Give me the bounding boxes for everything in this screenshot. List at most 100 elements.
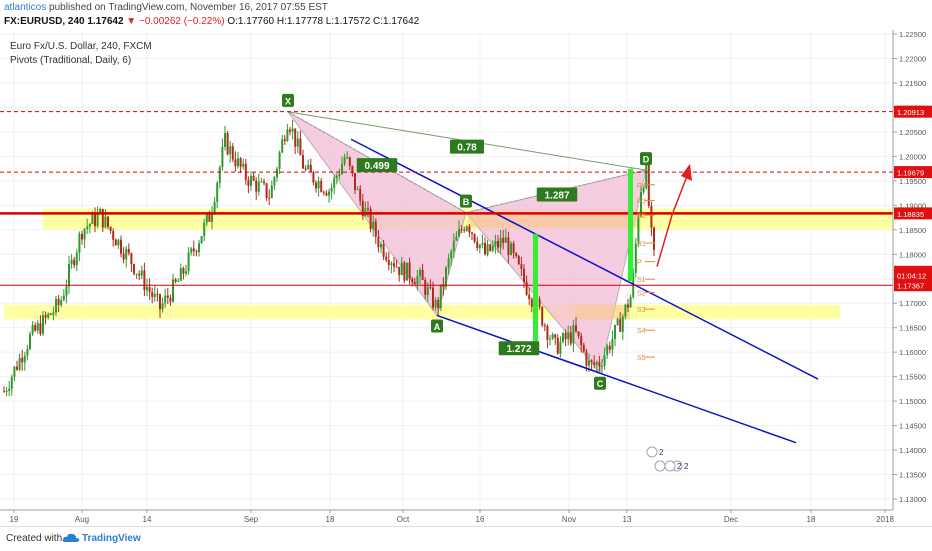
- price-tick-label: 1.18000: [899, 250, 926, 259]
- candle-body: [221, 146, 224, 168]
- indicator-legend: Pivots (Traditional, Daily, 6): [10, 55, 132, 66]
- candle-body: [159, 294, 161, 310]
- candle-body: [606, 345, 609, 356]
- candle-body: [250, 175, 252, 186]
- candle-body: [304, 168, 307, 170]
- candle-body: [291, 128, 294, 132]
- candle-body: [413, 282, 416, 285]
- candle-body: [172, 279, 174, 302]
- candle-body: [260, 181, 263, 183]
- candle-body: [328, 191, 330, 196]
- candle-body: [88, 224, 91, 227]
- candle-body: [26, 348, 29, 356]
- candle-body: [637, 216, 640, 244]
- price-tick-label: 1.15500: [899, 373, 926, 382]
- pivot-label: S1: [637, 277, 646, 284]
- candle-body: [330, 187, 333, 192]
- candle-body: [70, 259, 73, 265]
- candle-body: [44, 315, 47, 318]
- candle-body: [10, 376, 13, 389]
- candle-body: [286, 129, 289, 141]
- candle-body: [192, 248, 195, 252]
- candle-body: [523, 268, 525, 282]
- footer-bar: Created with TradingView: [0, 526, 932, 551]
- candle-body: [237, 158, 239, 167]
- candle-body: [49, 313, 52, 315]
- pattern-point-bg: [460, 194, 472, 208]
- candle-body: [47, 313, 50, 318]
- candle-body: [416, 276, 419, 285]
- candle-body: [239, 158, 242, 167]
- candle-body: [8, 388, 11, 391]
- pattern-point-bg: [282, 93, 294, 107]
- event-icon[interactable]: [664, 460, 676, 472]
- event-count: 2: [677, 462, 682, 471]
- tradingview-brand[interactable]: TradingView: [82, 533, 141, 544]
- candle-body: [263, 181, 265, 184]
- candle-body: [211, 212, 213, 222]
- candle-body: [653, 227, 655, 250]
- candle-body: [380, 243, 382, 248]
- channel-upper-line: [350, 138, 819, 380]
- candle-body: [346, 157, 349, 159]
- candle-body: [289, 129, 291, 132]
- candle-body: [507, 237, 510, 255]
- pattern-point-label: X: [285, 96, 291, 106]
- publish-text: published on TradingView.com, November 1…: [49, 2, 328, 13]
- candle-body: [302, 155, 304, 169]
- candle-body: [91, 213, 94, 225]
- candle-body: [577, 331, 580, 336]
- candle-body: [320, 181, 323, 192]
- ticker-line: FX:EURUSD, 240 1.17642 ▼ −0.00262 (−0.22…: [4, 16, 419, 27]
- event-icon[interactable]: [654, 460, 666, 472]
- price-tick-label: 1.15000: [899, 397, 926, 406]
- candle-body: [213, 201, 216, 213]
- candle-body: [200, 236, 203, 244]
- candle-body: [247, 179, 250, 186]
- pattern-point-bg: [431, 319, 443, 333]
- candle-body: [429, 287, 432, 289]
- pattern-point-label: A: [434, 322, 441, 332]
- candle-body: [234, 159, 237, 167]
- candle-body: [393, 263, 395, 267]
- candle-body: [335, 175, 338, 178]
- candle-body: [161, 303, 164, 310]
- pattern-point-label: B: [463, 197, 470, 207]
- candle-body: [582, 345, 585, 352]
- price-label-bg: [894, 207, 932, 220]
- candle-body: [377, 236, 380, 248]
- pivot-label: S5: [637, 355, 646, 362]
- time-tick-label: 13: [623, 515, 632, 524]
- projection-arrow-head: [681, 163, 692, 181]
- candle-body: [309, 164, 312, 173]
- candle-body: [616, 319, 619, 325]
- time-tick-label: 2018: [876, 515, 894, 524]
- author-link[interactable]: atlanticos: [4, 2, 47, 13]
- candle-body: [463, 229, 466, 231]
- candle-body: [421, 269, 424, 280]
- candle-body: [135, 273, 138, 275]
- candle-body: [541, 307, 544, 326]
- candle-body: [478, 244, 481, 249]
- candle-body: [333, 177, 336, 188]
- last-price: 1.17642: [87, 16, 124, 27]
- ratio-label: 1.287: [544, 191, 569, 202]
- event-icon[interactable]: [646, 446, 658, 458]
- candle-body: [307, 164, 310, 169]
- candle-body: [120, 239, 122, 254]
- candle-body: [169, 297, 172, 302]
- header-bar: atlanticos published on TradingView.com,…: [0, 0, 932, 30]
- price-tick-label: 1.14000: [899, 446, 926, 455]
- price-tick-label: 1.21500: [899, 79, 926, 88]
- candle-body: [580, 335, 583, 346]
- candle-body: [52, 312, 55, 315]
- candle-body: [447, 258, 450, 268]
- price-tick-label: 1.20500: [899, 128, 926, 137]
- candle-body: [55, 298, 57, 313]
- price-chart[interactable]: R4 R3 R2 R1 P S1 S2 S3 S4 S5 0.78 0.499 1.287 1.272 X A…: [0, 30, 932, 526]
- candle-body: [34, 324, 37, 331]
- projection-bar-1: [533, 233, 538, 353]
- price-tick-label: 1.14500: [899, 422, 926, 431]
- time-tick-label: Oct: [397, 515, 410, 524]
- candle-body: [408, 262, 411, 279]
